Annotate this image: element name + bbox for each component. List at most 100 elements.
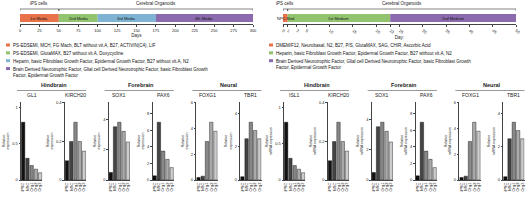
- svg-text:4: 4: [410, 144, 413, 149]
- svg-text:0: 0: [322, 177, 325, 182]
- svg-text:4: 4: [147, 144, 150, 149]
- svg-text:iPS cells: iPS cells: [30, 1, 48, 6]
- svg-text:RelativemRNA expression: RelativemRNA expression: [444, 127, 453, 155]
- svg-text:Relativeexpression: Relativeexpression: [137, 132, 146, 149]
- svg-text:Hindbrain: Hindbrain: [41, 82, 67, 88]
- svg-text:iPSC: iPSC: [283, 183, 288, 192]
- svg-text:Org2: Org2: [252, 182, 257, 192]
- svg-text:Org2: Org2: [472, 182, 477, 192]
- svg-text:0: 0: [191, 177, 194, 182]
- svg-text:Org1: Org1: [160, 182, 165, 192]
- svg-text:Org3: Org3: [432, 182, 437, 192]
- svg-text:Forebrain: Forebrain: [128, 82, 154, 88]
- svg-text:225: 225: [191, 28, 198, 33]
- svg-text:8: 8: [410, 111, 413, 116]
- svg-text:0: 0: [498, 177, 501, 182]
- svg-text:NPC Med: NPC Med: [277, 16, 294, 21]
- svg-text:2: 2: [366, 147, 369, 152]
- svg-text:2: 2: [103, 147, 106, 152]
- svg-text:Org3: Org3: [125, 182, 130, 192]
- svg-text:NSC: NSC: [375, 182, 380, 191]
- svg-text:4th Media: 4th Media: [195, 16, 213, 21]
- svg-text:2: 2: [147, 161, 150, 166]
- svg-text:iPSC: iPSC: [152, 183, 157, 192]
- svg-text:2: 2: [498, 144, 501, 149]
- svg-text:0.4: 0.4: [56, 100, 62, 105]
- svg-text:Relativeexpression: Relativeexpression: [46, 132, 55, 149]
- svg-text:Neural: Neural: [220, 82, 238, 88]
- svg-text:Org1: Org1: [423, 182, 428, 192]
- svg-text:1st Medium: 1st Medium: [328, 16, 349, 21]
- svg-text:Days: Days: [131, 33, 142, 38]
- svg-text:Org2: Org2: [209, 182, 214, 192]
- svg-text:125: 125: [114, 28, 121, 33]
- svg-text:iPSC: iPSC: [108, 183, 113, 192]
- svg-text:Org3: Org3: [476, 182, 481, 192]
- svg-text:Org1: Org1: [29, 182, 34, 192]
- svg-text:Relativeexpression: Relativeexpression: [181, 132, 190, 149]
- svg-text:iPSC: iPSC: [196, 183, 201, 192]
- svg-text:0: 0: [282, 28, 287, 34]
- svg-text:KIRCH20: KIRCH20: [65, 92, 86, 98]
- svg-text:NSC: NSC: [419, 182, 424, 191]
- svg-text:NSC: NSC: [332, 182, 337, 191]
- svg-text:35: 35: [445, 28, 452, 35]
- svg-text:Hindbrain: Hindbrain: [304, 82, 330, 88]
- svg-text:0: 0: [278, 177, 281, 182]
- svg-text:PS-EDSEMI, MCH, FG Mach, BLT w: PS-EDSEMI, MCH, FG Mach, BLT without vit…: [13, 43, 156, 48]
- svg-text:Org2: Org2: [77, 182, 82, 192]
- svg-text:GL1: GL1: [27, 92, 37, 98]
- svg-text:0.5: 0.5: [12, 141, 18, 146]
- svg-text:iPSC: iPSC: [240, 183, 245, 192]
- svg-text:TBR1: TBR1: [244, 92, 257, 98]
- svg-text:Org2: Org2: [428, 182, 433, 192]
- svg-text:300: 300: [250, 28, 257, 33]
- svg-text:Brain Derived Neurotrophic Fac: Brain Derived Neurotrophic Factor, Glial…: [276, 59, 471, 70]
- svg-text:Heparin, basic Fibroblast Grow: Heparin, basic Fibroblast Growth Factor,…: [276, 51, 452, 56]
- svg-text:4: 4: [103, 117, 106, 122]
- svg-text:4: 4: [498, 111, 501, 116]
- svg-text:250: 250: [211, 28, 218, 33]
- svg-text:0.2: 0.2: [56, 139, 62, 144]
- svg-text:NSC: NSC: [25, 182, 30, 191]
- svg-text:2: 2: [454, 152, 457, 157]
- svg-text:0.5: 0.5: [275, 141, 281, 146]
- svg-text:150: 150: [133, 28, 140, 33]
- svg-text:NSC: NSC: [288, 182, 293, 191]
- svg-text:8: 8: [147, 111, 150, 116]
- svg-text:Relativeexpression: Relativeexpression: [2, 132, 11, 149]
- svg-text:0: 0: [147, 177, 150, 182]
- svg-text:Org2: Org2: [384, 182, 389, 192]
- svg-text:0: 0: [366, 177, 369, 182]
- svg-text:1st Media: 1st Media: [30, 16, 48, 21]
- svg-text:Org2: Org2: [515, 182, 520, 192]
- svg-text:Org1: Org1: [292, 182, 297, 192]
- svg-text:Org2: Org2: [121, 182, 126, 192]
- svg-text:1: 1: [278, 105, 281, 110]
- svg-text:FOXG1: FOXG1: [199, 92, 216, 98]
- svg-text:SOX1: SOX1: [112, 92, 126, 98]
- svg-text:75: 75: [76, 28, 81, 33]
- svg-text:Forebrain: Forebrain: [391, 82, 417, 88]
- svg-text:Org3: Org3: [301, 182, 306, 192]
- svg-text:10: 10: [328, 28, 335, 35]
- svg-text:40: 40: [468, 28, 475, 35]
- svg-text:25: 25: [398, 28, 405, 35]
- svg-text:Org3: Org3: [169, 182, 174, 192]
- svg-text:Heparin, basic Fibroblast Grow: Heparin, basic Fibroblast Growth Factor,…: [13, 59, 189, 64]
- svg-text:Org3: Org3: [257, 182, 262, 192]
- svg-text:5: 5: [305, 28, 310, 34]
- svg-text:50: 50: [57, 28, 62, 33]
- svg-text:SOX1: SOX1: [375, 92, 389, 98]
- svg-text:PAX6: PAX6: [157, 92, 170, 98]
- svg-text:3rd Media: 3rd Media: [117, 16, 136, 21]
- svg-text:2: 2: [410, 161, 413, 166]
- svg-text:0: 0: [59, 177, 62, 182]
- svg-text:RelativemRNA expression: RelativemRNA expression: [487, 127, 496, 155]
- svg-text:Org2: Org2: [340, 182, 345, 192]
- svg-text:Org2: Org2: [33, 182, 38, 192]
- svg-text:Org2: Org2: [165, 182, 170, 192]
- svg-text:0: 0: [235, 177, 238, 182]
- svg-text:iPSC: iPSC: [327, 183, 332, 192]
- svg-text:Org1: Org1: [336, 182, 341, 192]
